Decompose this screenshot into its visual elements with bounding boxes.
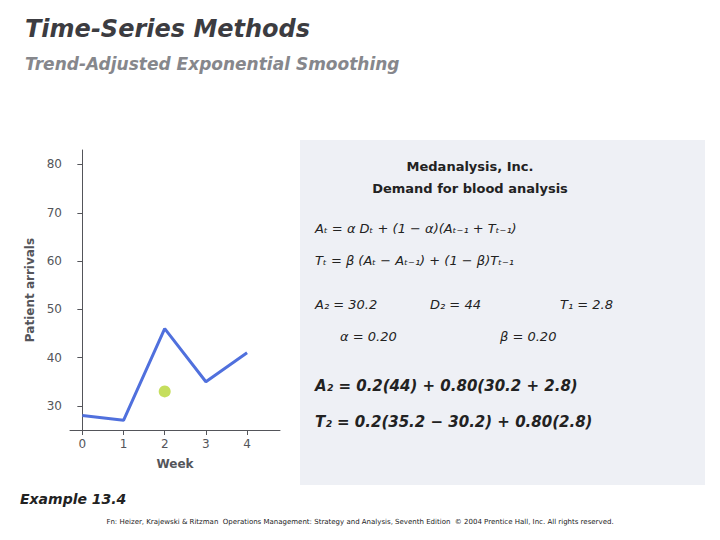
svg-text:40: 40 [47,351,62,365]
svg-text:α = 0.20: α = 0.20 [340,329,397,344]
svg-text:4: 4 [243,437,251,451]
svg-text:Medanalysis, Inc.: Medanalysis, Inc. [407,159,534,174]
svg-text:Example 13.4: Example 13.4 [20,491,126,507]
svg-text:T₂ = 0.2(35.2 − 30.2) + 0.80(2: T₂ = 0.2(35.2 − 30.2) + 0.80(2.8) [315,413,592,431]
svg-text:0: 0 [79,437,87,451]
svg-text:1: 1 [120,437,128,451]
svg-text:60: 60 [47,254,62,268]
svg-text:Fn: Heizer, Krajewski & Ritzma: Fn: Heizer, Krajewski & Ritzman Operatio… [106,518,613,526]
svg-text:A₂ = 30.2: A₂ = 30.2 [314,297,377,312]
svg-text:30: 30 [47,399,62,413]
svg-text:Demand for blood analysis: Demand for blood analysis [372,181,568,196]
svg-text:D₂ = 44: D₂ = 44 [430,297,481,312]
svg-text:2: 2 [161,437,169,451]
svg-text:T₁ = 2.8: T₁ = 2.8 [560,297,613,312]
svg-text:50: 50 [47,302,62,316]
svg-text:80: 80 [47,157,62,171]
svg-text:Trend-Adjusted Exponential Smo: Trend-Adjusted Exponential Smoothing [25,54,400,74]
svg-text:A₂ = 0.2(44) + 0.80(30.2 + 2.8: A₂ = 0.2(44) + 0.80(30.2 + 2.8) [314,377,578,395]
svg-text:Aₜ = α Dₜ + (1 − α)(Aₜ₋₁ + Tₜ₋: Aₜ = α Dₜ + (1 − α)(Aₜ₋₁ + Tₜ₋₁) [314,221,517,236]
svg-text:β = 0.20: β = 0.20 [499,329,556,344]
svg-text:70: 70 [47,206,62,220]
svg-text:Tₜ = β (Aₜ − Aₜ₋₁) + (1 − β)Tₜ: Tₜ = β (Aₜ − Aₜ₋₁) + (1 − β)Tₜ₋₁ [315,253,514,268]
svg-text:Patient arrivals: Patient arrivals [23,238,37,342]
svg-text:Week: Week [156,457,194,471]
svg-text:3: 3 [202,437,210,451]
svg-text:Time-Series Methods: Time-Series Methods [25,15,310,43]
